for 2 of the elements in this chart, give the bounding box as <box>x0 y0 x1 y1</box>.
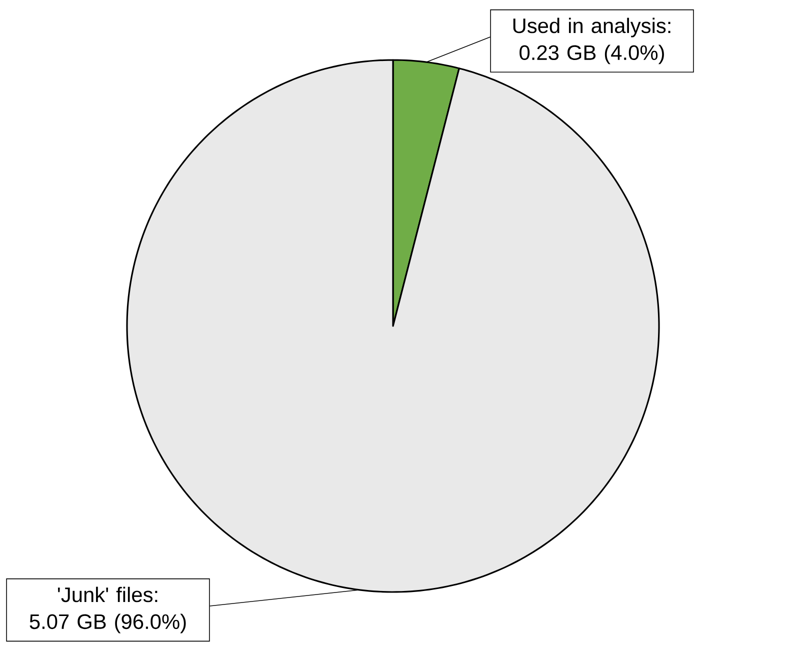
slice-label: Used in analysis: 0.23 GB (4.0%) <box>513 18 670 64</box>
slice-label: 'Junk' files: 5.07 GB (96.0%) <box>30 586 186 634</box>
